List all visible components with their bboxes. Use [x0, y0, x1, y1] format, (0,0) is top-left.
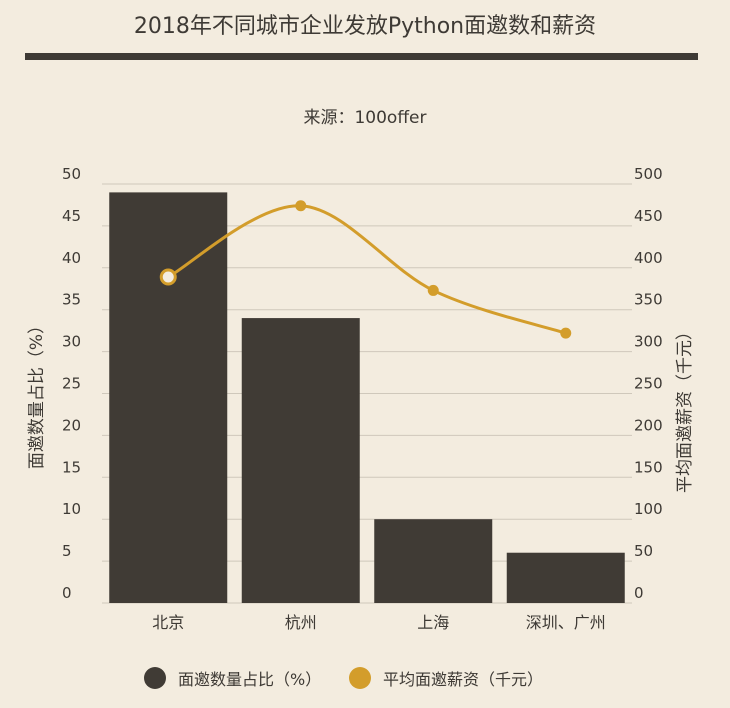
y-right-tick-label: 300 — [634, 333, 663, 351]
bar — [506, 552, 625, 603]
y-right-tick-label: 400 — [634, 249, 663, 267]
y-left-tick-label: 30 — [62, 333, 81, 351]
bar — [241, 318, 360, 603]
y-right-tick-label: 450 — [634, 207, 663, 225]
chart-subtitle: 来源：100offer — [303, 108, 427, 128]
y-right-axis-title: 平均面邀薪资（千元） — [675, 323, 695, 493]
chart-title: 2018年不同城市企业发放Python面邀数和薪资 — [133, 14, 597, 39]
y-left-tick-label: 0 — [62, 584, 72, 602]
legend-line-swatch — [349, 667, 371, 689]
y-left-tick-label: 15 — [62, 458, 81, 476]
line-point — [427, 284, 439, 296]
legend-item-line[interactable]: 平均面邀薪资（千元） — [349, 666, 543, 690]
legend-line-label: 平均面邀薪资（千元） — [383, 670, 544, 689]
x-tick-label: 上海 — [417, 613, 449, 632]
y-right-tick-label: 100 — [634, 500, 663, 518]
line-point — [560, 327, 572, 339]
legend-bar-label: 面邀数量占比（%） — [178, 670, 322, 689]
y-right-tick-label: 150 — [634, 458, 663, 476]
y-right-tick-label: 50 — [634, 542, 653, 560]
y-left-tick-label: 25 — [62, 375, 81, 393]
y-left-tick-label: 35 — [62, 291, 81, 309]
y-right-tick-label: 200 — [634, 416, 663, 434]
y-left-tick-label: 40 — [62, 249, 81, 267]
y-left-axis-title: 面邀数量占比（%） — [27, 317, 47, 469]
x-tick-label: 北京 — [152, 613, 184, 632]
legend-item-bar[interactable]: 面邀数量占比（%） — [144, 666, 321, 690]
chart-legend: 面邀数量占比（%） 平均面邀薪资（千元） — [0, 666, 730, 692]
legend-bar-swatch — [144, 667, 166, 689]
y-right-tick-label: 500 — [634, 165, 663, 183]
y-left-tick-label: 10 — [62, 500, 81, 518]
y-left-tick-label: 45 — [62, 207, 81, 225]
y-left-tick-label: 5 — [62, 542, 72, 560]
line-point — [295, 200, 307, 212]
y-left-tick-label: 20 — [62, 416, 81, 434]
bar — [109, 192, 228, 603]
y-right-tick-label: 0 — [634, 584, 644, 602]
x-tick-label: 深圳、广州 — [526, 613, 606, 632]
x-tick-label: 杭州 — [285, 613, 317, 632]
line-point — [159, 268, 177, 286]
y-left-tick-label: 50 — [62, 165, 81, 183]
y-right-tick-label: 350 — [634, 291, 663, 309]
bar — [374, 519, 493, 603]
y-right-tick-label: 250 — [634, 375, 663, 393]
line-series-path — [167, 204, 567, 335]
title-divider — [25, 53, 698, 60]
